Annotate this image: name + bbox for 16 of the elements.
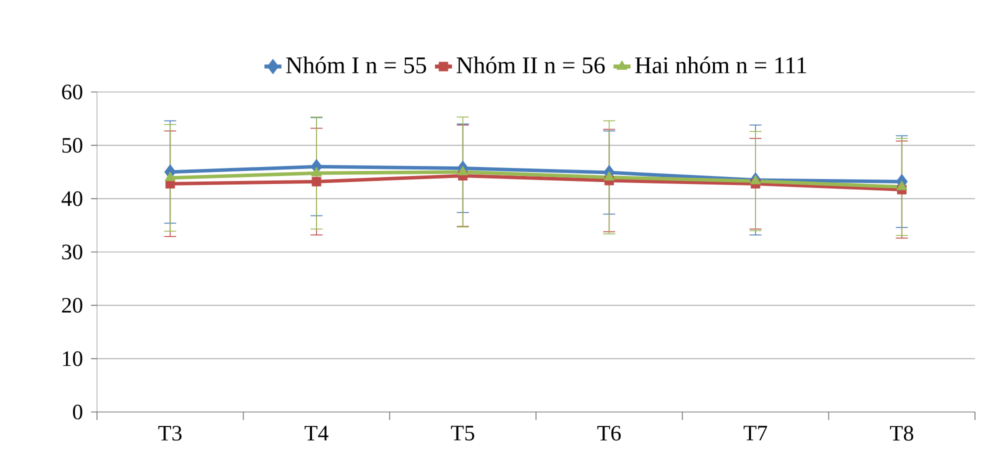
x-tick-label: T6: [597, 426, 621, 441]
y-tick-label: 30: [62, 244, 82, 260]
legend-label: Hai nhóm n = 111: [635, 56, 806, 74]
legend-label: Nhóm I n = 55: [286, 56, 426, 74]
y-tick-label: 60: [62, 84, 82, 100]
x-tick-label: T5: [451, 426, 474, 440]
y-tick-label: 40: [62, 191, 82, 206]
y-tick-label: 20: [62, 298, 82, 313]
y-tick-label: 0: [72, 404, 82, 420]
y-tick-label: 10: [63, 351, 82, 366]
y-tick-label: 50: [62, 138, 82, 153]
x-tick-label: T8: [890, 426, 914, 441]
x-tick-label: T4: [304, 426, 328, 440]
x-tick-label: T7: [744, 426, 768, 440]
x-tick-label: T3: [158, 426, 182, 441]
legend-label: Nhóm II n = 56: [456, 56, 605, 74]
